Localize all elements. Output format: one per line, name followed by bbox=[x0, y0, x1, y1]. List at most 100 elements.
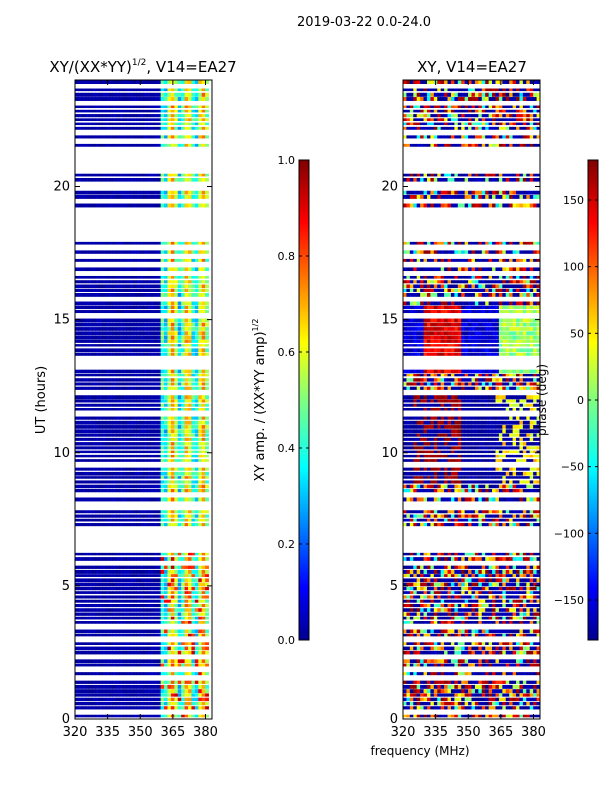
heatmap-cell bbox=[516, 680, 520, 684]
heatmap-cell bbox=[174, 467, 179, 471]
heatmap-cell bbox=[95, 684, 100, 689]
heatmap-cell bbox=[95, 591, 100, 594]
heatmap-cell bbox=[81, 190, 86, 195]
heatmap-cell bbox=[129, 258, 134, 262]
heatmap-cell bbox=[184, 446, 189, 450]
heatmap-cell bbox=[181, 310, 185, 314]
heatmap-cell bbox=[205, 105, 209, 109]
heatmap-cell bbox=[92, 280, 96, 284]
heatmap-cell bbox=[105, 416, 110, 420]
heatmap-cell bbox=[126, 97, 131, 101]
heatmap-cell bbox=[423, 693, 428, 697]
heatmap-cell bbox=[153, 403, 158, 407]
heatmap-cell bbox=[529, 599, 534, 603]
heatmap-cell bbox=[522, 684, 527, 689]
heatmap-cell bbox=[140, 395, 144, 400]
heatmap-cell bbox=[95, 582, 100, 587]
heatmap-cell bbox=[75, 480, 79, 484]
heatmap-cell bbox=[88, 258, 93, 262]
heatmap-cell bbox=[536, 633, 541, 637]
heatmap-cell bbox=[164, 267, 168, 272]
heatmap-cell bbox=[85, 497, 90, 502]
heatmap-cell bbox=[205, 408, 209, 411]
heatmap-cell bbox=[474, 621, 479, 624]
heatmap-cell bbox=[157, 327, 162, 331]
heatmap-cell bbox=[157, 701, 162, 706]
heatmap-cell bbox=[157, 80, 162, 84]
heatmap-cell bbox=[92, 578, 96, 583]
heatmap-cell bbox=[181, 339, 185, 343]
amplitude-axes-frame bbox=[74, 79, 213, 720]
heatmap-cell bbox=[519, 672, 524, 676]
heatmap-cell bbox=[164, 250, 168, 254]
heatmap-cell bbox=[140, 578, 144, 583]
heatmap-cell bbox=[505, 586, 510, 591]
heatmap-cell bbox=[153, 114, 158, 118]
heatmap-cell bbox=[126, 701, 131, 706]
heatmap-cell bbox=[98, 714, 103, 718]
heatmap-cell bbox=[188, 105, 192, 109]
heatmap-cell bbox=[194, 288, 199, 292]
heatmap-cell bbox=[81, 327, 86, 331]
heatmap-cell bbox=[174, 114, 179, 118]
heatmap-cell bbox=[440, 616, 445, 620]
heatmap-cell bbox=[146, 318, 151, 323]
heatmap-cell bbox=[454, 672, 459, 676]
heatmap-cell bbox=[95, 642, 100, 645]
amplitude-panel: XY/(XX*YY)1/2, V14=EA27 320 335 350 365 380 … bbox=[34, 58, 237, 740]
heatmap-cell bbox=[201, 514, 206, 518]
heatmap-cell bbox=[109, 386, 114, 390]
heatmap-cell bbox=[109, 348, 114, 353]
heatmap-cell bbox=[167, 92, 172, 97]
heatmap-cell bbox=[140, 497, 144, 502]
heatmap-cell bbox=[126, 331, 131, 336]
heatmap-cell bbox=[444, 659, 448, 664]
heatmap-cell bbox=[464, 621, 469, 624]
heatmap-cell bbox=[129, 395, 134, 400]
heatmap-cell bbox=[413, 633, 418, 637]
heatmap-cell bbox=[105, 684, 110, 689]
heatmap-cell bbox=[194, 672, 199, 676]
heatmap-cell bbox=[116, 382, 120, 386]
heatmap-cell bbox=[474, 659, 479, 664]
heatmap-cell bbox=[444, 650, 448, 655]
heatmap-cell bbox=[81, 335, 86, 340]
heatmap-cell bbox=[150, 433, 155, 437]
heatmap-cell bbox=[492, 701, 496, 706]
heatmap-cell bbox=[98, 195, 103, 199]
heatmap-cell bbox=[146, 118, 151, 122]
heatmap-cell bbox=[126, 373, 131, 377]
heatmap-cell bbox=[126, 591, 131, 594]
heatmap-cell bbox=[426, 633, 431, 637]
heatmap-cell bbox=[122, 425, 127, 429]
heatmap-cell bbox=[98, 425, 103, 429]
heatmap-cell bbox=[536, 689, 541, 694]
heatmap-cell bbox=[529, 621, 534, 624]
heatmap-cell bbox=[109, 118, 114, 122]
heatmap-cell bbox=[119, 433, 124, 437]
heatmap-cell bbox=[167, 114, 172, 118]
heatmap-cell bbox=[198, 437, 203, 441]
heatmap-cell bbox=[170, 646, 175, 651]
heatmap-cell bbox=[423, 633, 428, 637]
heatmap-cell bbox=[191, 578, 196, 583]
heatmap-cell bbox=[78, 497, 83, 502]
heatmap-cell bbox=[129, 680, 134, 684]
heatmap-cell bbox=[194, 339, 199, 343]
heatmap-cell bbox=[146, 591, 151, 594]
heatmap-cell bbox=[102, 335, 107, 340]
heatmap-cell bbox=[140, 523, 144, 527]
heatmap-cell bbox=[170, 471, 175, 476]
heatmap-cell bbox=[78, 382, 83, 386]
heatmap-cell bbox=[119, 697, 124, 702]
heatmap-cell bbox=[481, 629, 486, 634]
heatmap-cell bbox=[78, 642, 83, 645]
heatmap-cell bbox=[98, 373, 103, 377]
heatmap-cell bbox=[105, 591, 110, 594]
heatmap-cell bbox=[409, 621, 414, 624]
heatmap-cell bbox=[75, 301, 79, 306]
heatmap-cell bbox=[509, 693, 513, 697]
heatmap-cell bbox=[170, 693, 175, 697]
heatmap-cell bbox=[529, 629, 534, 634]
heatmap-cell bbox=[150, 88, 155, 92]
